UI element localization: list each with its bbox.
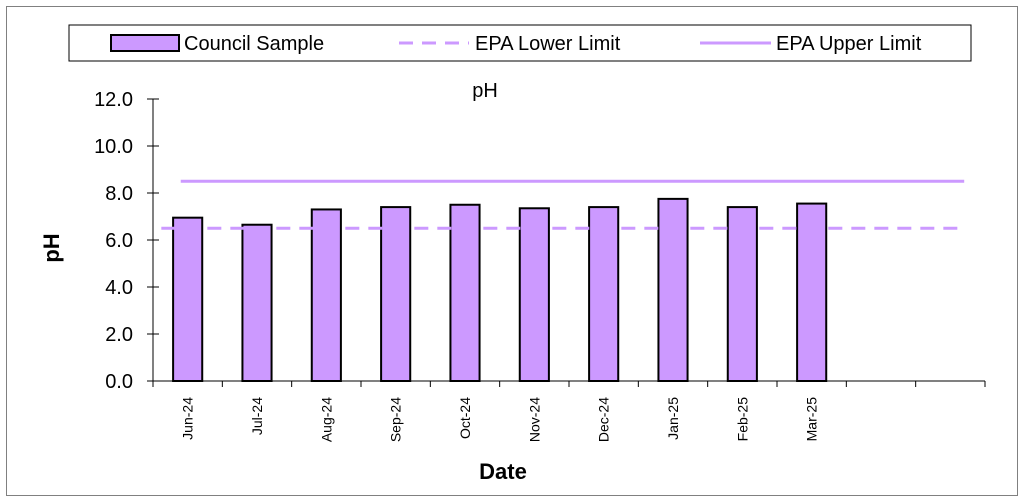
- y-tick-label: 6.0: [105, 230, 133, 252]
- y-tick-label: 4.0: [105, 277, 133, 299]
- bar-council-sample: [172, 216, 204, 382]
- legend-label-epa-lower-limit: EPA Lower Limit: [475, 33, 621, 55]
- y-tick-label: 12.0: [94, 89, 133, 111]
- x-tick-label: Jun-24: [180, 397, 196, 440]
- y-axis-ticks: 0.0 2.0 4.0 6.0 8.0 10.0 12.0: [94, 89, 159, 393]
- legend-label-epa-upper-limit: EPA Upper Limit: [776, 33, 922, 55]
- y-tick-label: 10.0: [94, 136, 133, 158]
- bar-council-sample: [518, 207, 550, 382]
- x-tick-label: Nov-24: [526, 397, 542, 442]
- x-tick-label: Jul-24: [249, 397, 265, 435]
- plot-area: [152, 99, 985, 382]
- legend-label-council-sample: Council Sample: [184, 33, 324, 55]
- x-tick-label: Aug-24: [318, 397, 334, 442]
- bar-council-sample: [241, 223, 273, 382]
- chart-frame: Council Sample EPA Lower Limit EPA Upper…: [6, 6, 1018, 496]
- bar-council-sample: [726, 206, 758, 382]
- x-axis-ticks: Jun-24 Jul-24 Aug-24 Sep-24 Oct-24 Nov-24 Dec-…: [152, 381, 986, 442]
- legend: Council Sample EPA Lower Limit EPA Upper…: [68, 24, 972, 62]
- bar-council-sample: [380, 206, 412, 382]
- bar-council-sample: [310, 208, 342, 382]
- bar-council-sample: [449, 203, 481, 382]
- x-tick-label: Oct-24: [457, 397, 473, 439]
- bar-council-sample: [588, 206, 620, 382]
- bar-council-sample: [657, 197, 689, 382]
- x-tick-label: Sep-24: [388, 397, 404, 442]
- plot-title: pH: [472, 80, 498, 102]
- y-tick-label: 2.0: [105, 324, 133, 346]
- x-tick-label: Dec-24: [596, 397, 612, 442]
- y-axis-title: pH: [39, 233, 64, 262]
- bar-council-sample: [796, 202, 828, 382]
- x-axis-title: Date: [479, 459, 527, 484]
- legend-box: [68, 24, 972, 62]
- x-tick-label: Feb-25: [734, 397, 750, 442]
- x-tick-label: Mar-25: [804, 397, 820, 442]
- x-tick-label: Jan-25: [665, 397, 681, 440]
- legend-swatch-council-sample: [110, 34, 180, 52]
- y-tick-label: 0.0: [105, 371, 133, 393]
- y-tick-label: 8.0: [105, 183, 133, 205]
- chart-svg: Council Sample EPA Lower Limit EPA Upper…: [39, 24, 986, 484]
